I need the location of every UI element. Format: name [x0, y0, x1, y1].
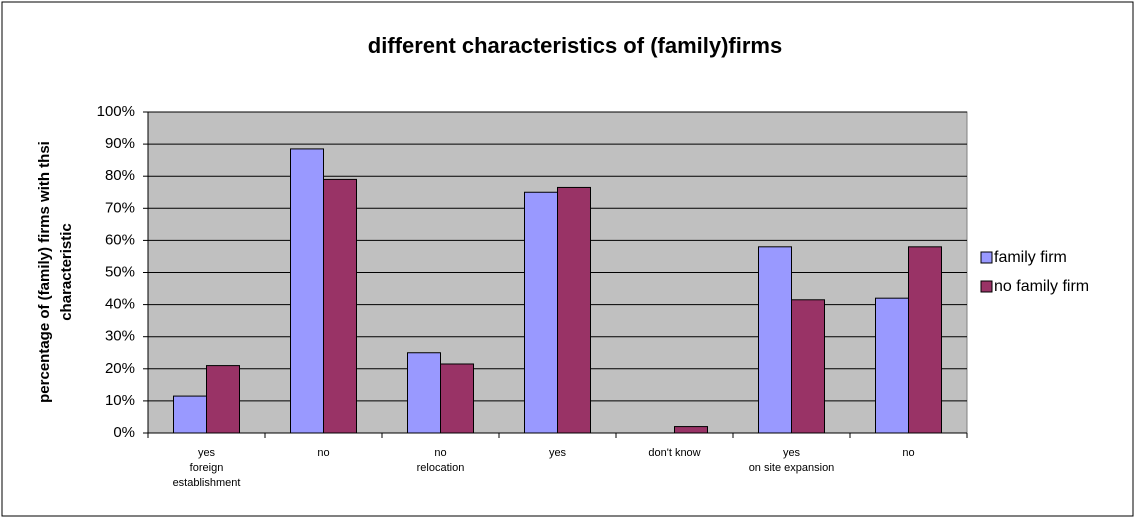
- y-tick-label: 20%: [105, 360, 135, 377]
- legend-label: family firm: [994, 249, 1067, 266]
- bar: [791, 299, 825, 434]
- y-axis-label-line: percentage of (family) firms with thsi: [36, 141, 53, 403]
- y-axis-label: percentage of (family) firms with thsi ch…: [36, 141, 75, 403]
- y-tick-label: 70%: [105, 199, 135, 216]
- bar: [206, 365, 240, 434]
- y-tick-label: 90%: [105, 135, 135, 152]
- y-tick-label: 30%: [105, 328, 135, 345]
- x-tick-label: yes: [198, 447, 216, 459]
- bar: [875, 297, 909, 434]
- x-tick-label: foreign: [190, 462, 224, 474]
- y-axis-label-line: characteristic: [58, 223, 75, 321]
- bar: [407, 352, 441, 434]
- y-tick-label: 60%: [105, 231, 135, 248]
- x-tick-label: establishment: [173, 477, 241, 489]
- x-tick-label: yes: [549, 447, 567, 459]
- y-tick-label: 10%: [105, 392, 135, 409]
- bar: [173, 395, 207, 434]
- bar: [524, 191, 558, 434]
- x-tick-label: don't know: [648, 447, 700, 459]
- x-tick-label: on site expansion: [749, 462, 835, 474]
- bar: [758, 246, 792, 434]
- legend-label: no family firm: [994, 278, 1089, 295]
- bar: [323, 178, 357, 434]
- y-tick-label: 100%: [97, 103, 135, 120]
- chart-title: different characteristics of (family)fir…: [368, 33, 782, 58]
- y-tick-label: 80%: [105, 167, 135, 184]
- x-tick-label: yes: [783, 447, 801, 459]
- y-tick-label: 40%: [105, 296, 135, 313]
- x-tick-label: relocation: [417, 462, 465, 474]
- x-tick-label: no: [434, 447, 446, 459]
- y-tick-label: 50%: [105, 263, 135, 280]
- bar: [440, 363, 474, 434]
- x-tick-label: no: [317, 447, 329, 459]
- bar: [674, 426, 708, 434]
- legend-swatch: [980, 280, 993, 293]
- legend-swatch: [980, 251, 993, 264]
- bar: [908, 246, 942, 434]
- bar: [290, 148, 324, 434]
- x-tick-label: no: [902, 447, 914, 459]
- bar: [557, 186, 591, 434]
- y-tick-label: 0%: [113, 424, 135, 441]
